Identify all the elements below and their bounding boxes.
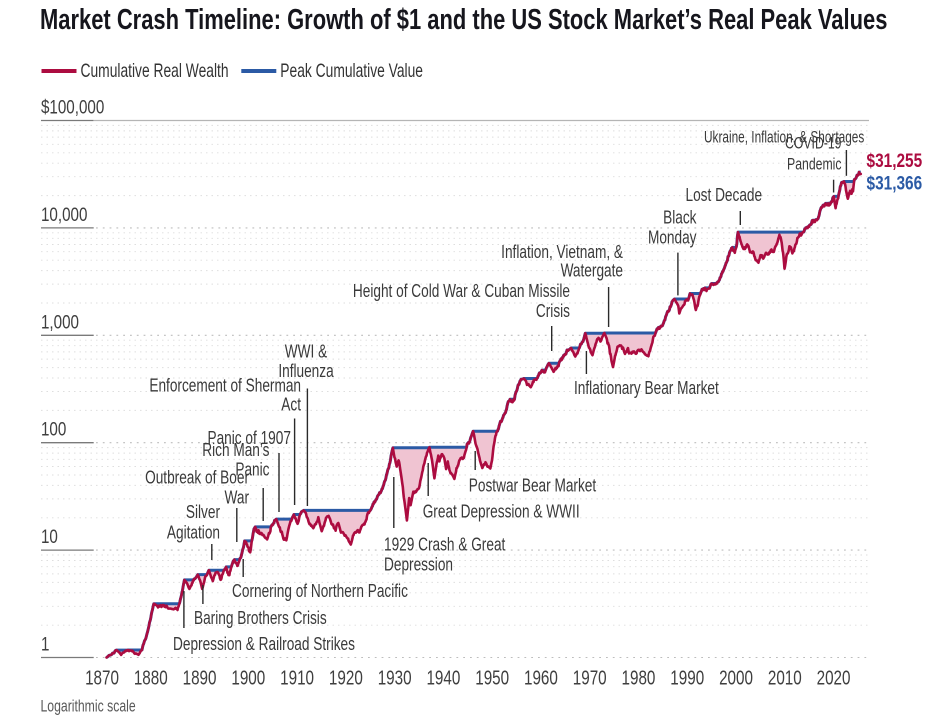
svg-text:Outbreak of Boer: Outbreak of Boer	[145, 468, 249, 489]
svg-text:Panic of 1907: Panic of 1907	[208, 428, 291, 449]
svg-text:1960: 1960	[524, 666, 558, 689]
svg-text:Act: Act	[281, 395, 301, 416]
svg-text:Crisis: Crisis	[536, 301, 570, 322]
svg-text:Postwar Bear Market: Postwar Bear Market	[469, 476, 597, 497]
svg-text:Lost Decade: Lost Decade	[686, 185, 763, 206]
svg-text:Watergate: Watergate	[561, 261, 623, 282]
svg-text:WWI &: WWI &	[285, 341, 328, 362]
svg-text:Silver: Silver	[186, 502, 221, 523]
svg-text:Agitation: Agitation	[167, 523, 220, 544]
svg-text:Peak Cumulative Value: Peak Cumulative Value	[280, 60, 423, 82]
svg-text:1890: 1890	[183, 666, 217, 689]
svg-text:Cornering of Northern Pacific: Cornering of Northern Pacific	[232, 581, 408, 602]
svg-text:2000: 2000	[719, 666, 753, 689]
svg-text:Ukraine, Inflation, & Shortage: Ukraine, Inflation, & Shortages	[704, 129, 864, 147]
svg-text:1930: 1930	[378, 666, 412, 689]
svg-text:Market Crash Timeline: Growth: Market Crash Timeline: Growth of $1 and …	[40, 4, 887, 36]
svg-text:Black: Black	[663, 207, 697, 228]
svg-text:1990: 1990	[670, 666, 704, 689]
svg-text:$100,000: $100,000	[41, 96, 104, 118]
svg-text:1880: 1880	[134, 666, 168, 689]
svg-text:Inflationary Bear Market: Inflationary Bear Market	[574, 378, 719, 399]
svg-text:War: War	[224, 487, 249, 508]
svg-text:Great Depression & WWII: Great Depression & WWII	[423, 501, 580, 522]
svg-text:1870: 1870	[85, 666, 119, 689]
svg-text:10: 10	[41, 525, 58, 547]
svg-text:Depression: Depression	[384, 554, 453, 575]
svg-text:1980: 1980	[622, 666, 656, 689]
svg-text:Influenza: Influenza	[278, 361, 334, 382]
svg-text:100: 100	[41, 418, 66, 440]
svg-text:$31,255: $31,255	[867, 149, 923, 171]
svg-text:Height of Cold War & Cuban Mis: Height of Cold War & Cuban Missile	[353, 281, 570, 302]
svg-text:Monday: Monday	[648, 227, 697, 248]
svg-text:Rich Man’s: Rich Man’s	[202, 440, 269, 461]
svg-text:2020: 2020	[817, 666, 851, 689]
svg-text:Panic: Panic	[235, 459, 269, 480]
svg-text:1920: 1920	[329, 666, 363, 689]
svg-text:1: 1	[41, 633, 49, 655]
svg-text:1950: 1950	[475, 666, 509, 689]
svg-text:10,000: 10,000	[41, 203, 88, 225]
svg-text:1970: 1970	[573, 666, 607, 689]
svg-text:Cumulative Real Wealth: Cumulative Real Wealth	[81, 60, 229, 82]
svg-text:2010: 2010	[768, 666, 802, 689]
svg-text:Pandemic: Pandemic	[787, 156, 841, 174]
svg-text:1,000: 1,000	[41, 310, 79, 332]
svg-text:Baring Brothers Crisis: Baring Brothers Crisis	[194, 608, 327, 629]
svg-text:Enforcement of Sherman: Enforcement of Sherman	[149, 376, 301, 397]
svg-text:$31,366: $31,366	[867, 172, 923, 194]
svg-text:1929 Crash & Great: 1929 Crash & Great	[384, 535, 506, 556]
svg-text:Depression & Railroad Strikes: Depression & Railroad Strikes	[173, 634, 355, 655]
svg-text:Logarithmic scale: Logarithmic scale	[41, 698, 136, 716]
svg-text:COVID-19: COVID-19	[785, 135, 841, 153]
svg-text:1910: 1910	[280, 666, 314, 689]
svg-text:1940: 1940	[426, 666, 460, 689]
svg-text:Inflation, Vietnam, &: Inflation, Vietnam, &	[501, 242, 623, 263]
svg-text:1900: 1900	[231, 666, 265, 689]
